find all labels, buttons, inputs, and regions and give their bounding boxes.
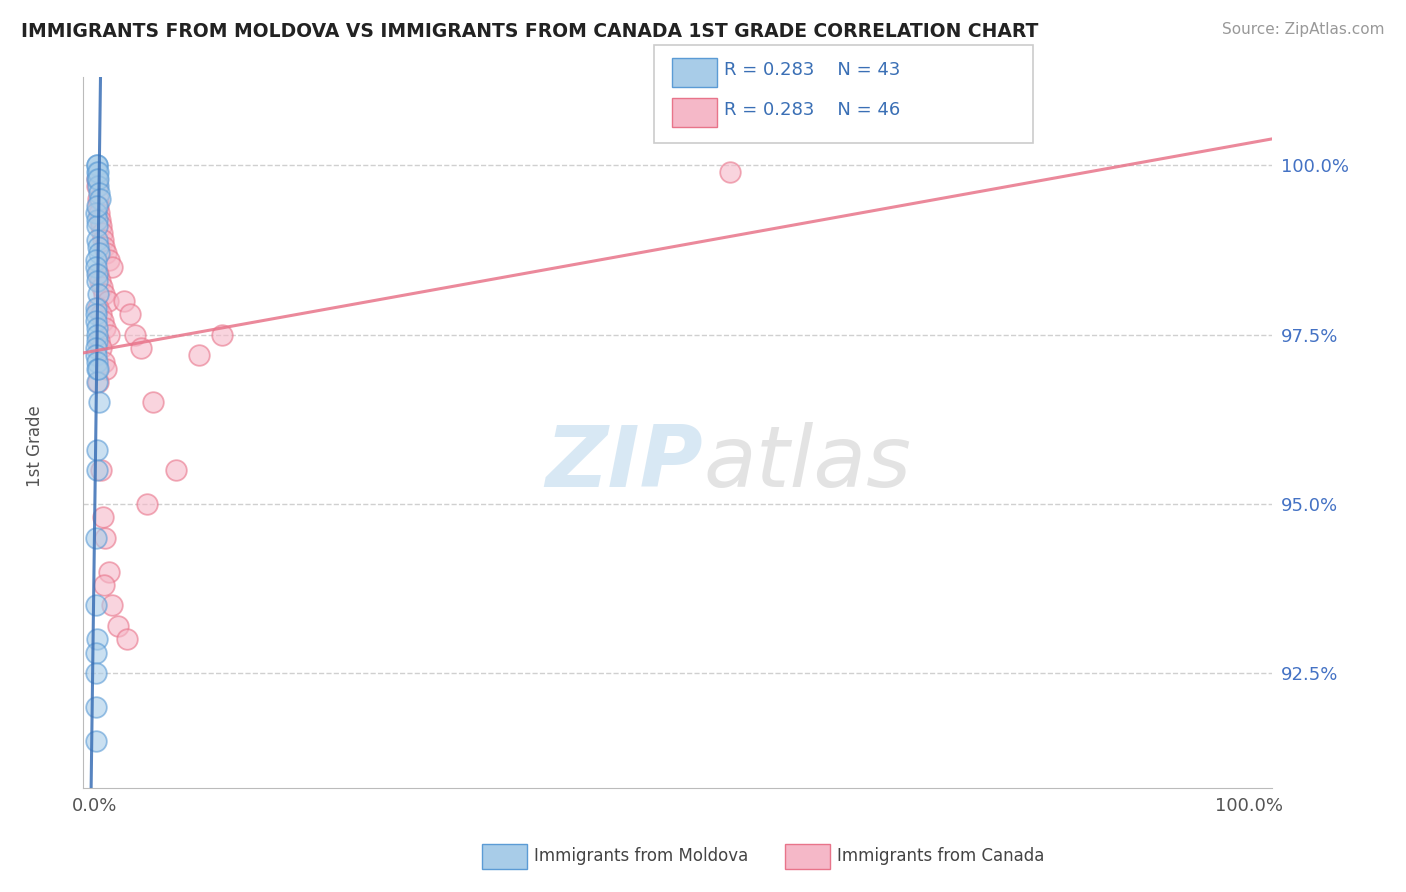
Point (93, 287, 115, 301)
Point (86, 178, 108, 193)
Point (101, 260, 124, 274)
Point (97, 565, 120, 579)
Point (90, 219, 112, 234)
Text: Immigrants from Moldova: Immigrants from Moldova (534, 847, 748, 865)
Point (97, 327, 120, 342)
Point (87, 178, 110, 193)
Text: IMMIGRANTS FROM MOLDOVA VS IMMIGRANTS FROM CANADA 1ST GRADE CORRELATION CHART: IMMIGRANTS FROM MOLDOVA VS IMMIGRANTS FR… (21, 22, 1039, 41)
Point (87, 240, 110, 254)
Point (87, 287, 110, 301)
Point (87, 165, 110, 179)
Point (84, 260, 107, 274)
Point (86, 327, 108, 342)
Point (90, 307, 112, 321)
Point (142, 395, 165, 409)
Point (124, 327, 146, 342)
Point (93, 578, 115, 592)
Point (84, 734, 107, 748)
Point (87, 246, 110, 260)
Point (91, 233, 114, 247)
Point (86, 199, 108, 213)
Point (87, 267, 110, 281)
Point (86, 355, 108, 369)
Point (86, 632, 108, 647)
Point (211, 327, 233, 342)
Point (93, 240, 115, 254)
Point (97, 253, 120, 268)
Point (86, 375, 108, 389)
Point (84, 348, 107, 362)
Text: atlas: atlas (703, 422, 911, 506)
Point (84, 700, 107, 714)
Text: Source: ZipAtlas.com: Source: ZipAtlas.com (1222, 22, 1385, 37)
Point (90, 226, 112, 240)
Text: 1st Grade: 1st Grade (27, 405, 44, 487)
Point (96, 361, 118, 376)
Point (97, 293, 120, 308)
Point (90, 341, 112, 355)
Point (87, 192, 110, 206)
Point (86, 233, 108, 247)
Point (91, 510, 114, 524)
Point (115, 632, 138, 647)
Point (94, 531, 117, 545)
Point (90, 280, 112, 294)
Point (101, 599, 124, 613)
Point (84, 341, 107, 355)
Point (84, 599, 107, 613)
Point (84, 253, 107, 268)
Point (86, 158, 108, 172)
Point (86, 172, 108, 186)
Point (84, 666, 107, 681)
Point (86, 158, 108, 172)
Point (87, 301, 110, 315)
Point (165, 463, 187, 477)
Point (187, 348, 209, 362)
Point (87, 199, 110, 213)
Point (86, 334, 108, 349)
Point (87, 375, 110, 389)
Point (87, 361, 110, 376)
Point (86, 165, 108, 179)
Text: R = 0.283    N = 46: R = 0.283 N = 46 (724, 101, 900, 119)
Point (91, 314, 114, 328)
Point (87, 206, 110, 220)
Point (87, 334, 110, 349)
Point (90, 463, 112, 477)
Point (87, 172, 110, 186)
Point (112, 293, 135, 308)
Point (86, 463, 108, 477)
Point (89, 212, 111, 227)
Point (84, 307, 107, 321)
Point (129, 341, 152, 355)
Point (87, 186, 110, 200)
Text: Immigrants from Canada: Immigrants from Canada (837, 847, 1043, 865)
Point (87, 395, 110, 409)
Point (86, 361, 108, 376)
Point (86, 321, 108, 335)
Point (86, 212, 108, 227)
Point (93, 355, 115, 369)
Point (94, 321, 117, 335)
Point (89, 192, 111, 206)
Text: R = 0.283    N = 43: R = 0.283 N = 43 (724, 61, 900, 78)
Point (86, 172, 108, 186)
Point (86, 219, 108, 234)
Point (86, 273, 108, 287)
Point (107, 619, 129, 633)
Point (86, 267, 108, 281)
Point (718, 165, 741, 179)
Point (89, 273, 111, 287)
Point (84, 531, 107, 545)
Point (86, 442, 108, 457)
Point (84, 301, 107, 315)
Point (84, 314, 107, 328)
Point (84, 206, 107, 220)
Point (84, 646, 107, 660)
Point (118, 307, 141, 321)
Text: ZIP: ZIP (546, 422, 703, 506)
Point (96, 246, 118, 260)
Point (135, 497, 157, 511)
